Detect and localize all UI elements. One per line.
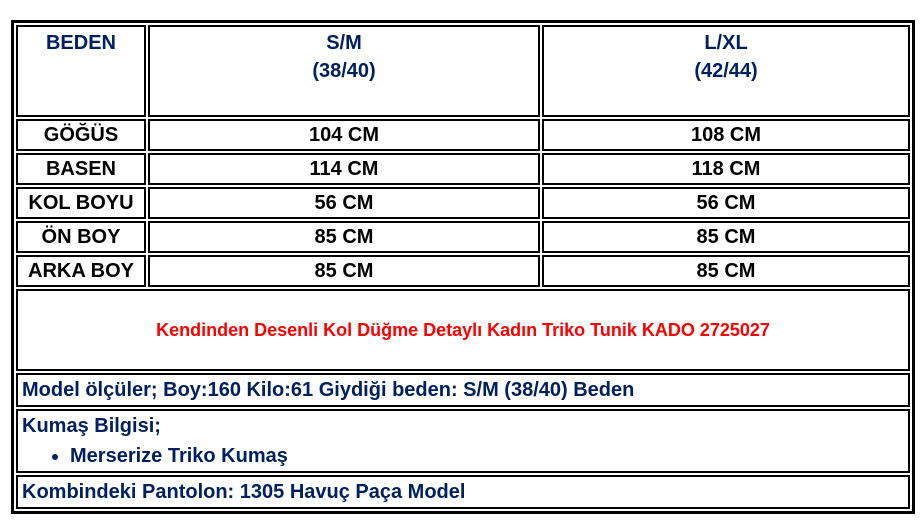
header-row: BEDEN S/M (38/40) L/XL (42/44) — [16, 25, 910, 117]
header-size-lxl: L/XL (42/44) — [542, 25, 910, 117]
row-value: 118 CM — [542, 153, 910, 185]
table-row: GÖĞÜS 104 CM 108 CM — [16, 119, 910, 151]
row-label: GÖĞÜS — [16, 119, 146, 151]
combination-row: Kombindeki Pantolon: 1305 Havuç Paça Mod… — [16, 475, 910, 509]
fabric-heading: Kumaş Bilgisi; — [22, 415, 161, 437]
row-value: 114 CM — [148, 153, 540, 185]
row-value: 85 CM — [148, 255, 540, 287]
table-row: ARKA BOY 85 CM 85 CM — [16, 255, 910, 287]
combination-info: Kombindeki Pantolon: 1305 Havuç Paça Mod… — [16, 475, 910, 509]
row-value: 56 CM — [148, 187, 540, 219]
row-value: 108 CM — [542, 119, 910, 151]
size-detail: (38/40) — [312, 60, 376, 82]
row-label: BASEN — [16, 153, 146, 185]
fabric-info-row: Kumaş Bilgisi; Merserize Triko Kumaş — [16, 409, 910, 473]
product-title-row: Kendinden Desenli Kol Düğme Detaylı Kadı… — [16, 289, 910, 371]
product-title: Kendinden Desenli Kol Düğme Detaylı Kadı… — [16, 289, 910, 371]
table-row: KOL BOYU 56 CM 56 CM — [16, 187, 910, 219]
row-value: 85 CM — [542, 255, 910, 287]
model-info-row: Model ölçüler; Boy:160 Kilo:61 Giydiği b… — [16, 373, 910, 407]
size-chart-table: BEDEN S/M (38/40) L/XL (42/44) GÖĞÜS 104 C… — [11, 20, 915, 514]
row-value: 85 CM — [148, 221, 540, 253]
size-detail: (42/44) — [694, 60, 758, 82]
header-label: BEDEN — [16, 25, 146, 117]
size-name: L/XL — [704, 32, 748, 54]
row-value: 56 CM — [542, 187, 910, 219]
table-row: ÖN BOY 85 CM 85 CM — [16, 221, 910, 253]
row-value: 104 CM — [148, 119, 540, 151]
header-size-sm: S/M (38/40) — [148, 25, 540, 117]
fabric-info: Kumaş Bilgisi; Merserize Triko Kumaş — [16, 409, 910, 473]
row-value: 85 CM — [542, 221, 910, 253]
row-label: ARKA BOY — [16, 255, 146, 287]
fabric-item: Merserize Triko Kumaş — [70, 441, 908, 471]
row-label: KOL BOYU — [16, 187, 146, 219]
model-info: Model ölçüler; Boy:160 Kilo:61 Giydiği b… — [16, 373, 910, 407]
size-name: S/M — [326, 32, 362, 54]
fabric-list: Merserize Triko Kumaş — [22, 441, 908, 471]
table-row: BASEN 114 CM 118 CM — [16, 153, 910, 185]
row-label: ÖN BOY — [16, 221, 146, 253]
